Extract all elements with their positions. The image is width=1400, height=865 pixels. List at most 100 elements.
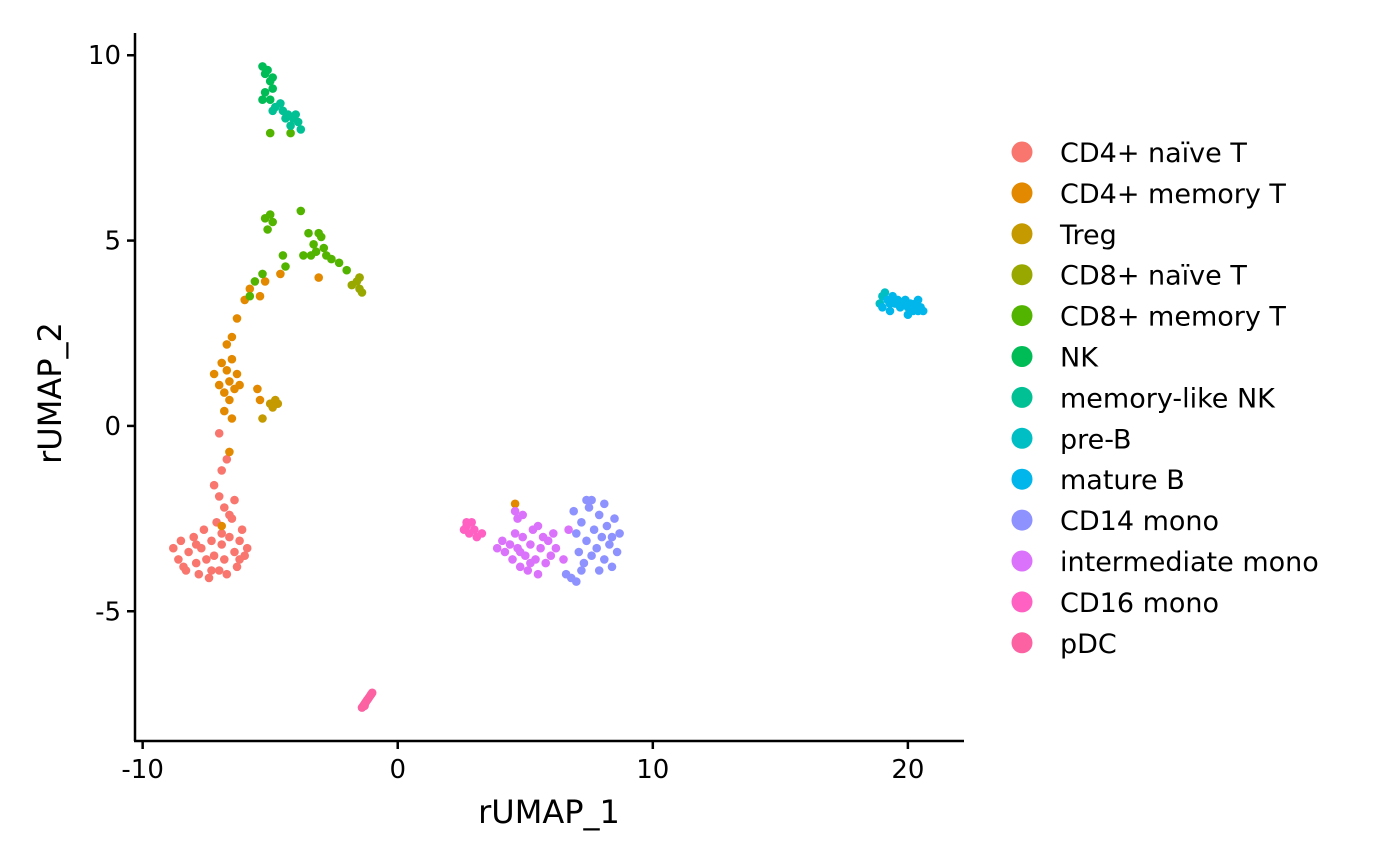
data-point [276,99,285,108]
data-point [510,506,520,516]
data-point [265,210,275,219]
legend-item: pDC [1011,629,1117,660]
y-tick-label: 0 [104,412,121,442]
ticks-layer: -10 0 10 20 10 5 0 -5 [88,41,925,785]
data-point [191,540,201,549]
legend-label: intermediate mono [1060,547,1319,578]
data-point [319,243,329,253]
data-point [582,536,591,546]
data-point [202,555,211,564]
data-point [217,358,226,368]
data-point [214,566,224,575]
legend-label: NK [1060,343,1099,374]
legend-swatch [1011,182,1033,204]
data-point [260,88,270,97]
data-point [291,110,301,119]
data-point [526,540,535,549]
data-point [518,532,527,542]
data-point [510,499,520,509]
data-point [227,414,237,423]
data-point [176,536,186,546]
series-10 [492,506,573,579]
legend-label: Treg [1059,220,1117,251]
data-point [913,295,923,305]
legend-label: mature B [1060,465,1185,496]
legend-item: intermediate mono [1011,547,1319,578]
data-point [258,95,267,104]
data-point [600,555,609,564]
data-point [327,254,336,264]
legend: CD4+ naïve T CD4+ memory T Treg CD8+ naïve … [1011,138,1319,660]
legend-label: pDC [1060,629,1117,660]
y-axis-title: rUMAP_2 [31,322,69,464]
y-tick-label: 10 [88,41,121,71]
legend-item: CD8+ memory T [1011,302,1286,333]
data-point [232,369,242,379]
data-point [225,510,234,520]
data-point [893,299,902,308]
data-point [214,380,224,390]
data-point [260,277,270,286]
data-point [179,562,188,572]
legend-swatch [1011,509,1033,531]
data-point [533,569,543,579]
data-point [564,525,573,534]
data-point [268,106,278,116]
legend-item: NK [1011,343,1099,374]
legend-label: CD4+ naïve T [1060,138,1247,169]
data-point [265,128,275,138]
legend-label: pre-B [1060,424,1132,455]
data-point [903,310,913,320]
data-point [225,395,234,405]
data-point [230,547,239,557]
data-point [541,558,550,568]
x-tick-label: 10 [636,755,669,785]
points-layer [169,62,928,712]
data-point [523,566,533,575]
data-point [268,73,278,82]
data-point [235,380,244,390]
data-point [589,525,599,534]
data-point [602,521,612,531]
data-point [220,555,229,564]
data-point [217,529,226,538]
axes-layer [133,33,964,743]
data-point [515,547,525,557]
data-point [543,536,553,546]
data-point [500,547,510,557]
legend-swatch [1011,223,1033,245]
data-point [470,525,479,534]
legend-swatch [1011,468,1033,490]
data-point [184,547,193,557]
data-point [615,529,624,538]
data-point [492,543,502,553]
legend-swatch [1011,550,1033,572]
legend-item: CD14 mono [1011,506,1219,537]
data-point [577,566,586,575]
data-point [360,701,369,711]
data-point [225,447,234,457]
data-point [286,121,295,130]
data-point [559,555,568,564]
data-point [569,506,578,516]
data-point [572,577,581,586]
data-point [594,566,604,575]
data-point [597,532,607,542]
data-point [268,84,278,93]
data-point [209,551,219,560]
data-point [255,291,265,301]
x-tick-label: 20 [891,755,924,785]
data-point [253,384,262,394]
data-point [204,573,214,583]
series-2 [258,395,283,423]
data-point [217,540,226,549]
legend-item: pre-B [1011,424,1132,455]
data-point [220,406,229,416]
legend-label: CD4+ memory T [1060,179,1286,210]
data-point [918,306,928,316]
data-point [235,536,244,546]
y-tick-label: 5 [104,227,121,257]
data-point [273,399,283,409]
data-point [508,555,517,564]
